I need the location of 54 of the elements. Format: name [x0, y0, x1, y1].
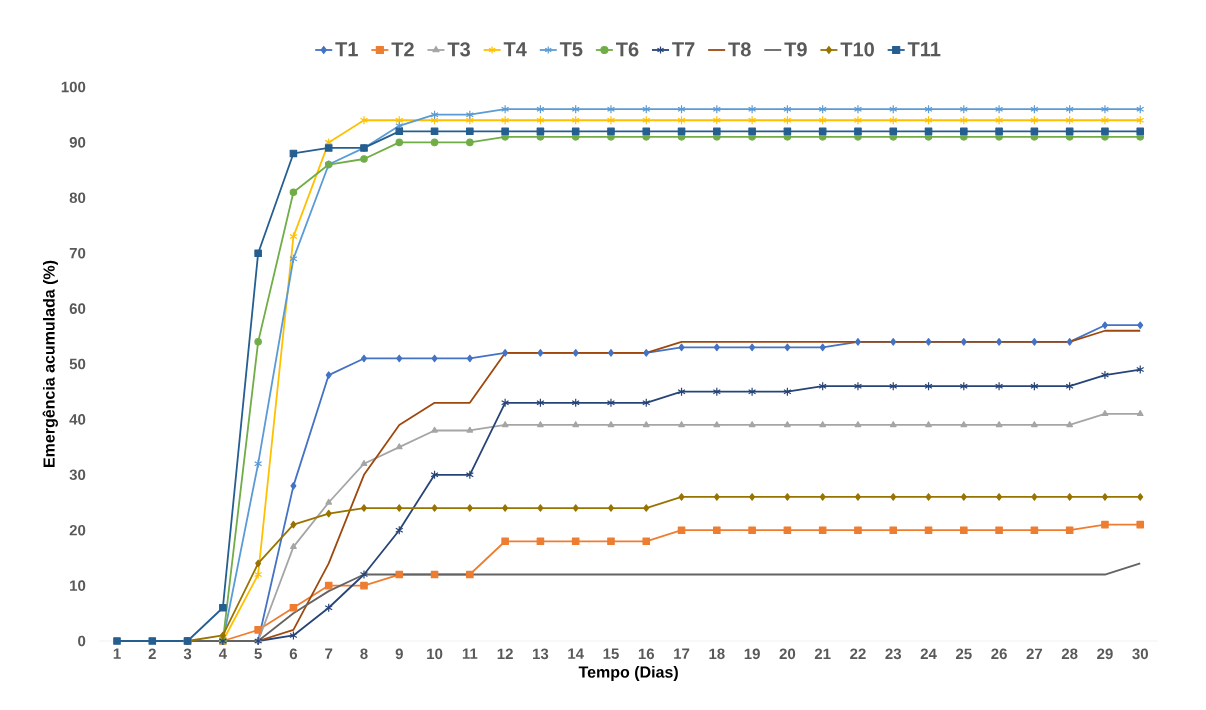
x-tick-label: 2 [148, 648, 156, 659]
legend-label: T10 [840, 42, 874, 57]
x-tick-label: 25 [955, 648, 972, 660]
y-tick-label: 70 [69, 247, 86, 259]
x-tick-label: 16 [638, 648, 655, 660]
y-tick-label: 100 [61, 81, 86, 93]
x-tick-label: 9 [395, 648, 403, 660]
x-tick-label: 18 [709, 648, 725, 660]
y-axis-title: Emergência acumulada (%) [42, 260, 58, 467]
y-tick-label: 30 [69, 469, 86, 481]
y-tick-label: 0 [78, 635, 86, 647]
x-tick-label: 6 [289, 648, 298, 660]
x-tick-label: 29 [1097, 648, 1113, 660]
legend-label: T7 [672, 42, 695, 57]
y-tick-label: 20 [69, 524, 86, 536]
x-tick-label: 13 [533, 648, 549, 660]
legend-label: T9 [784, 42, 807, 57]
x-tick-label: 23 [885, 648, 902, 660]
y-tick-label: 50 [69, 358, 86, 370]
x-tick-label: 27 [1026, 648, 1043, 659]
y-tick-label: 60 [69, 303, 86, 314]
x-tick-label: 22 [850, 648, 866, 659]
legend-label: T5 [559, 42, 583, 57]
y-tick-label: 90 [69, 137, 86, 148]
x-tick-label: 24 [920, 648, 937, 659]
legend-label: T3 [447, 42, 470, 57]
x-tick-label: 20 [779, 648, 796, 660]
x-tick-label: 19 [744, 648, 760, 660]
legend-label: T2 [391, 42, 414, 57]
legend-label: T1 [335, 42, 358, 57]
x-tick-label: 26 [991, 648, 1007, 660]
legend-label: T8 [728, 42, 751, 57]
x-tick-label: 30 [1132, 648, 1148, 660]
x-tick-label: 12 [497, 648, 513, 659]
x-tick-label: 1 [113, 648, 121, 659]
x-tick-label: 10 [427, 648, 443, 660]
x-tick-label: 11 [462, 648, 478, 659]
x-axis-title: Tempo (Dias) [578, 666, 678, 681]
legend-label: T6 [615, 42, 639, 57]
y-tick-label: 40 [69, 414, 86, 425]
x-tick-label: 5 [254, 648, 262, 659]
x-tick-label: 15 [603, 648, 619, 659]
x-tick-label: 4 [218, 648, 227, 659]
x-tick-label: 28 [1061, 648, 1078, 660]
x-tick-label: 17 [674, 648, 690, 659]
y-tick-label: 80 [69, 192, 86, 204]
x-tick-label: 8 [360, 648, 368, 660]
y-tick-label: 10 [70, 580, 86, 591]
x-tick-label: 14 [568, 648, 584, 659]
legend-label: T4 [503, 42, 527, 57]
x-tick-label: 3 [183, 648, 192, 660]
x-tick-label: 21 [814, 648, 831, 659]
x-tick-label: 7 [325, 648, 333, 659]
legend-label: T11 [907, 42, 941, 57]
